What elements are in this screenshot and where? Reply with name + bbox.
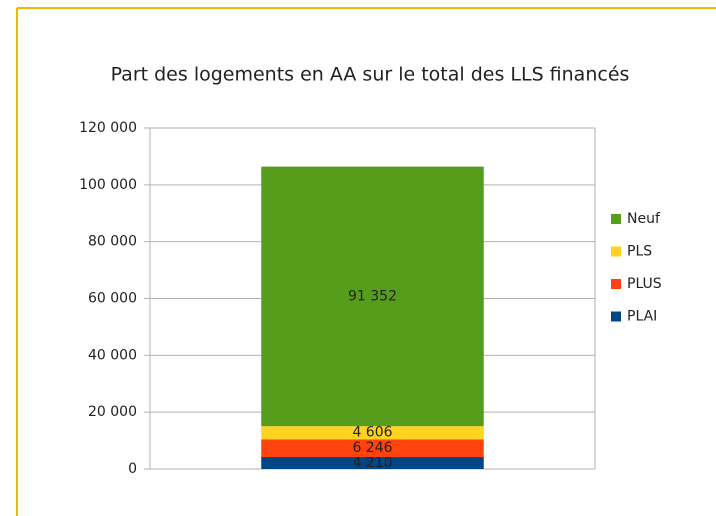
data-label: 4 606 [352,425,392,441]
legend-swatch [611,279,621,289]
legend-label: PLUS [627,276,662,292]
bar-segment [261,426,484,440]
bar-segment [261,166,484,427]
y-tick-label: 60 000 [88,291,137,307]
data-label: 4 210 [352,455,392,471]
bar-segment [261,457,484,469]
legend-label: PLS [627,244,652,260]
legend-label: PLAI [627,309,657,325]
legend-swatch [611,311,621,322]
y-tick-label: 20 000 [88,404,137,420]
y-tick-label: 40 000 [88,347,137,363]
legend-label: Neuf [627,211,661,227]
legend-swatch [611,214,621,224]
chart-title: Part des logements en AA sur le total de… [111,64,630,86]
y-tick-label: 100 000 [79,177,137,193]
legend-swatch [611,246,621,257]
y-tick-label: 80 000 [88,234,137,250]
data-label: 6 246 [352,440,392,456]
data-label: 91 352 [348,288,397,304]
y-tick-label: 0 [128,461,137,477]
y-tick-label: 120 000 [79,120,137,136]
bar-segment [261,439,484,458]
